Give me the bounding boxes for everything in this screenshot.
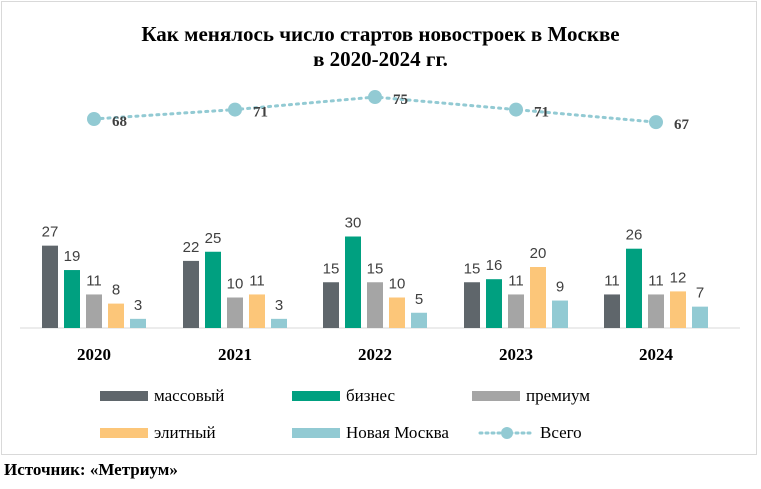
data-label: 12: [670, 269, 687, 286]
data-label: 11: [86, 272, 102, 289]
legend-label: Новая Москва: [346, 423, 449, 442]
bar: [345, 236, 361, 328]
legend-label: бизнес: [346, 386, 396, 405]
source-note: Источник: «Метриум»: [4, 460, 178, 479]
bar: [411, 312, 427, 328]
bar: [604, 294, 620, 328]
data-label: 3: [275, 297, 283, 314]
total-label: 68: [112, 114, 127, 130]
total-label: 75: [393, 92, 408, 108]
bar: [486, 279, 502, 328]
data-label: 11: [604, 272, 620, 289]
x-tick-label: 2020: [77, 345, 111, 364]
total-label: 67: [674, 117, 690, 133]
bar: [42, 245, 58, 328]
title-line-1: Как менялось число стартов новостроек в …: [141, 22, 620, 46]
bar: [86, 294, 102, 328]
legend-item-elite: элитный: [100, 423, 216, 443]
total-label: 71: [534, 105, 549, 121]
chart-title: Как менялось число стартов новостроек в …: [0, 22, 761, 72]
data-label: 26: [626, 227, 643, 244]
legend-item-new-moscow: Новая Москва: [292, 423, 449, 443]
legend-label: элитный: [154, 423, 216, 442]
legend-item-business: бизнес: [292, 386, 395, 406]
bar: [626, 248, 642, 328]
bar: [670, 291, 686, 328]
legend-swatch: [100, 428, 148, 438]
legend-item-mass: массовый: [100, 386, 224, 406]
bar: [508, 294, 524, 328]
bar: [108, 303, 124, 328]
x-tick-label: 2023: [499, 345, 533, 364]
legend-item-total: Всего: [478, 423, 582, 443]
data-label: 16: [486, 257, 503, 274]
legend-line-marker-icon: [478, 427, 536, 439]
bar: [64, 270, 80, 328]
legend-label: массовый: [154, 386, 225, 405]
total-label: 71: [253, 105, 268, 121]
total-point: [509, 102, 523, 117]
data-label: 10: [389, 276, 406, 293]
total-point: [87, 112, 101, 126]
x-tick-label: 2022: [358, 345, 392, 364]
data-label: 11: [249, 272, 265, 289]
bar: [183, 260, 199, 328]
bar: [648, 294, 664, 328]
data-label: 11: [508, 272, 524, 289]
data-label: 11: [648, 272, 664, 289]
data-label: 7: [696, 285, 704, 302]
bar: [271, 318, 287, 328]
chart-frame: [1, 1, 757, 455]
data-label: 20: [530, 245, 547, 262]
legend-label: премиум: [526, 386, 591, 405]
legend-item-premium: премиум: [472, 386, 590, 406]
bar: [130, 318, 146, 328]
data-label: 10: [227, 276, 244, 293]
data-label: 3: [134, 297, 142, 314]
legend-swatch: [292, 391, 340, 401]
bar: [249, 294, 265, 328]
legend-swatch: [292, 428, 340, 438]
legend-swatch: [100, 391, 148, 401]
x-tick-label: 2021: [218, 345, 252, 364]
data-label: 22: [183, 239, 200, 256]
bar: [227, 297, 243, 328]
data-label: 15: [323, 260, 340, 277]
bar: [367, 282, 383, 328]
bar: [530, 267, 546, 328]
data-label: 15: [464, 260, 481, 277]
bar: [389, 297, 405, 328]
legend-swatch: [472, 391, 520, 401]
data-label: 8: [112, 282, 120, 299]
title-line-2: в 2020-2024 гг.: [313, 47, 448, 71]
bar: [692, 306, 708, 328]
total-point: [228, 102, 242, 117]
total-point: [368, 90, 382, 105]
bar: [205, 251, 221, 328]
x-tick-label: 2024: [639, 345, 674, 364]
data-label: 27: [42, 224, 59, 241]
data-label: 5: [415, 291, 423, 308]
data-label: 9: [556, 279, 564, 296]
data-label: 15: [367, 260, 384, 277]
total-point: [649, 115, 663, 130]
bar: [552, 300, 568, 328]
data-label: 19: [64, 248, 81, 265]
data-label: 30: [345, 215, 362, 232]
data-label: 25: [205, 230, 222, 247]
bar: [323, 282, 339, 328]
bar: [464, 282, 480, 328]
legend-label: Всего: [540, 423, 582, 442]
